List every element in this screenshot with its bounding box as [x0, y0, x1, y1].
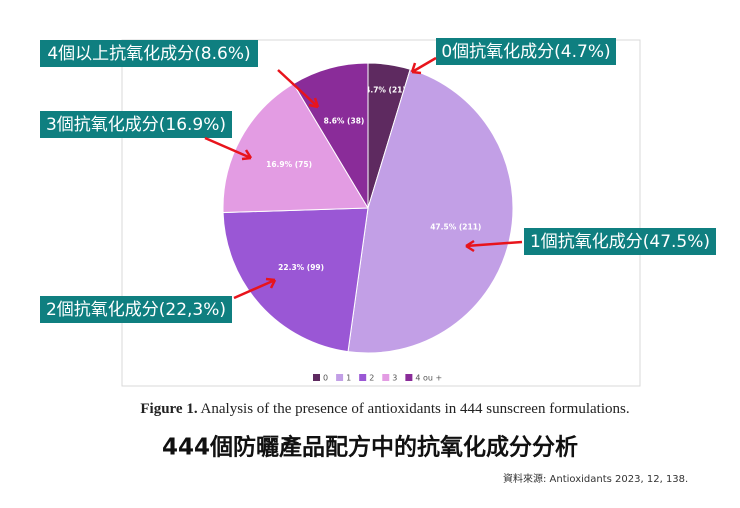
pie-slice — [222, 207, 369, 353]
annotation: 3個抗氧化成分(16.9%) — [40, 111, 253, 161]
legend: 0 1 2 3 4 ou + — [313, 374, 442, 383]
data-label: 8.6% (38) — [324, 116, 365, 125]
legend-label: 1 — [346, 374, 351, 383]
pie: 4.7% (21) 47.5% (211) 22.3% (99) 16.9% (75)… — [222, 62, 514, 354]
legend-swatch — [313, 374, 320, 381]
caption: Figure 1. Analysis of the presence of an… — [140, 401, 629, 417]
annotation: 4個以上抗氧化成分(8.6%) — [40, 40, 320, 109]
annotation-box — [40, 296, 232, 323]
legend-swatch — [336, 374, 344, 381]
annotation: 2個抗氧化成分(22,3%) — [40, 277, 277, 323]
pie-slice — [222, 82, 369, 214]
annotation: 1個抗氧化成分(47.5%) — [465, 228, 716, 255]
title: 444個防曬產品配方中的抗氧化成分分析 — [162, 434, 578, 461]
caption-text: Analysis of the presence of antioxidants… — [201, 401, 630, 417]
arrow — [204, 136, 253, 161]
legend-label: 2 — [369, 374, 374, 383]
data-label: 47.5% (211) — [430, 222, 481, 231]
annotation-text: 3個抗氧化成分(16.9%) — [46, 115, 226, 135]
arrow — [410, 56, 437, 75]
annotation-text: 0個抗氧化成分(4.7%) — [441, 42, 610, 62]
legend-label: 0 — [323, 374, 328, 383]
data-label: 22.3% (99) — [278, 263, 324, 272]
annotation-box — [40, 40, 258, 67]
data-label: 4.7% (21) — [365, 85, 406, 94]
arrow — [233, 277, 277, 300]
annotation-box — [436, 38, 616, 65]
annotation-text: 2個抗氧化成分(22,3%) — [46, 300, 226, 320]
arrow — [465, 239, 523, 253]
legend-swatch — [359, 374, 367, 381]
pie-slice — [347, 68, 514, 354]
annotation-box — [524, 228, 716, 255]
legend-label: 3 — [392, 374, 397, 383]
caption-label: Figure 1. — [140, 401, 197, 417]
annotation-text: 1個抗氧化成分(47.5%) — [530, 232, 710, 252]
annotation-box — [40, 111, 232, 138]
legend-swatch — [382, 374, 390, 381]
annotation: 0個抗氧化成分(4.7%) — [410, 38, 616, 75]
legend-label: 4 ou + — [415, 374, 442, 383]
annotation-text: 4個以上抗氧化成分(8.6%) — [47, 44, 250, 64]
arrow — [277, 69, 320, 109]
source: 資料來源: Antioxidants 2023, 12, 138. — [503, 472, 688, 485]
legend-swatch — [405, 374, 413, 381]
data-label: 16.9% (75) — [266, 160, 312, 169]
